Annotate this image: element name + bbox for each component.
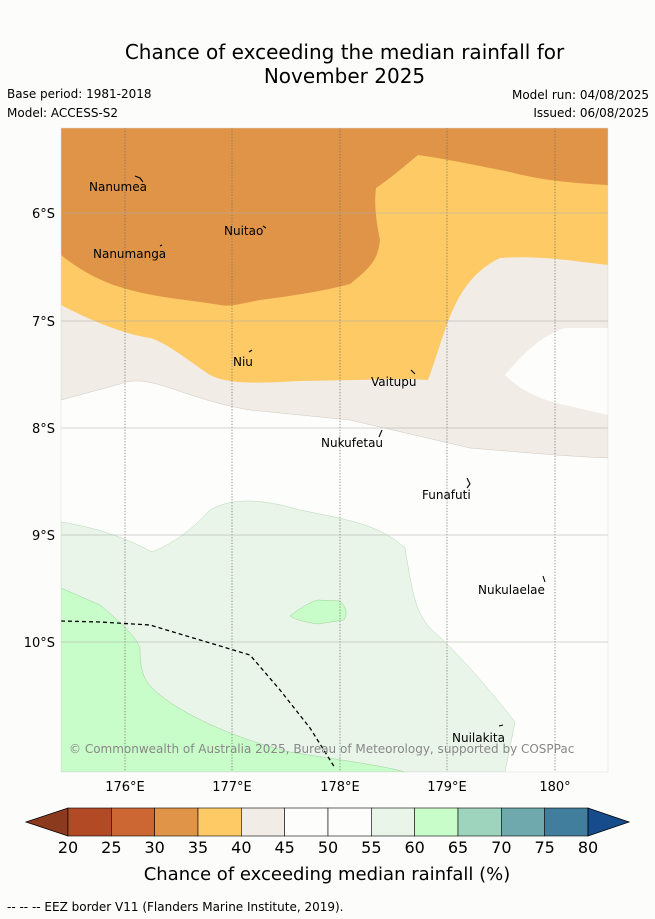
lon-label-180: 180° [539,780,570,795]
colorbar-bin [414,807,459,837]
lon-label-177e: 177°E [212,780,252,795]
lon-label-176e: 176°E [105,780,145,795]
model-name: Model: ACCESS-S2 [7,106,119,120]
chart-title: Chance of exceeding the median rainfall … [0,40,655,88]
colorbar-tick-label: 80 [578,838,598,857]
zone-60-65-patch [289,599,347,625]
lon-label-179e: 179°E [427,780,467,795]
colorbar-label: Chance of exceeding median rainfall (%) [144,864,511,885]
map-plot-area [61,128,608,772]
colorbar-bin [371,807,415,837]
place-niu: Niu [233,355,253,369]
title-line-2: November 2025 [263,64,426,88]
colorbar-tick-label: 70 [491,838,511,857]
colorbar-bin [544,807,589,837]
place-labels: Nanumea Nuitao Nanumanga Niu Vaitupu Nuk… [89,180,545,745]
lat-label-8s: 8°S [32,422,55,437]
lon-label-178e: 178°E [320,780,360,795]
colorbar-tick-label: 65 [448,838,468,857]
colorbar-tick-label: 35 [188,838,208,857]
eez-legend: -- -- -- EEZ border V11 (Flanders Marine… [7,900,344,914]
colorbar-tick-labels: 20 25 30 35 40 45 50 55 60 65 70 75 80 [58,838,598,857]
colorbar-extend-high [587,807,631,837]
colorbar-tick-label: 55 [361,838,381,857]
issued-date: Issued: 06/08/2025 [533,106,649,120]
colorbar-tick-label: 45 [274,838,294,857]
zone-30-35 [61,128,608,306]
colorbar-bin [501,807,545,837]
colorbar-tick-label: 30 [144,838,164,857]
island-markers [134,175,546,727]
graticule [124,128,556,772]
colorbar-tick-label: 20 [58,838,78,857]
map-figure: Nanumea Nuitao Nanumanga Niu Vaitupu Nuk… [24,127,631,885]
colorbar-bin [67,807,112,837]
colorbar-tick-label: 25 [101,838,121,857]
colorbar-bin [457,807,502,837]
colorbar-bin [327,807,372,837]
colorbar-bin [241,807,285,837]
place-nuitao: Nuitao [224,224,263,238]
place-nukulaelae: Nukulaelae [478,583,545,597]
colorbar-tick-label: 50 [318,838,338,857]
place-nukufetau: Nukufetau [321,436,383,450]
colorbar-tick-label: 60 [404,838,424,857]
place-vaitupu: Vaitupu [371,375,417,389]
longitude-tick-labels: 176°E 177°E 178°E 179°E 180° [105,780,570,795]
base-period: Base period: 1981-2018 [7,87,152,101]
latitude-tick-labels: 6°S 7°S 8°S 9°S 10°S [24,207,55,651]
colorbar-bin [197,807,242,837]
place-funafuti: Funafuti [422,488,471,502]
place-nuilakita: Nuilakita [452,731,505,745]
colorbar-tick-label: 75 [534,838,554,857]
colorbar-bin [284,807,329,837]
colorbar [24,807,631,837]
lat-label-7s: 7°S [32,315,55,330]
model-run: Model run: 04/08/2025 [511,88,649,102]
title-line-1: Chance of exceeding the median rainfall … [124,40,565,64]
lat-label-10s: 10°S [24,636,55,651]
zone-60-65 [61,587,406,772]
colorbar-bin [111,807,155,837]
latitude-lines [61,212,608,643]
white-pocket-east [505,328,608,415]
map-frame [60,127,609,773]
colorbar-tick-label: 40 [231,838,251,857]
place-nanumanga: Nanumanga [93,247,166,261]
place-nanumea: Nanumea [89,180,147,194]
lat-label-9s: 9°S [32,529,55,544]
colorbar-bin [154,807,199,837]
zone-55-60 [61,500,516,772]
lat-label-6s: 6°S [32,207,55,222]
copyright-text: © Commonwealth of Australia 2025, Bureau… [69,742,574,756]
colorbar-extend-low [24,807,69,837]
